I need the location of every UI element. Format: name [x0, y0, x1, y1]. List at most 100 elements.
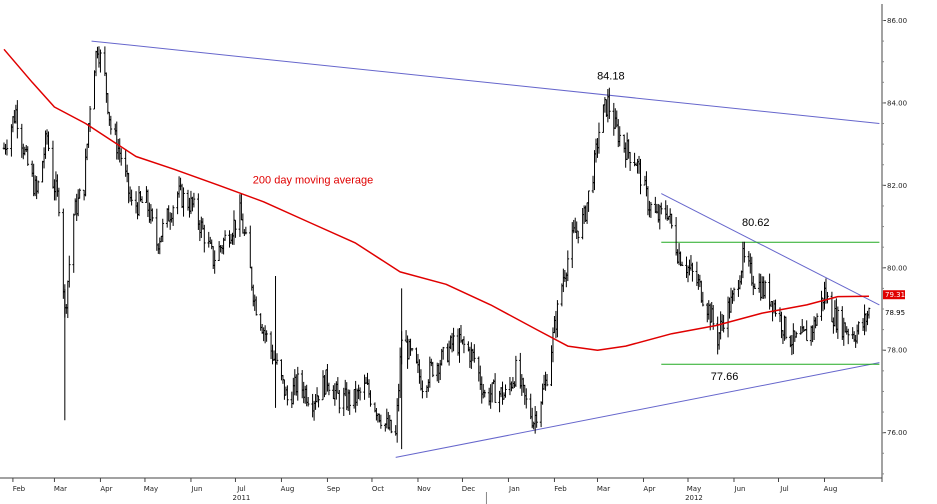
price-bar: [743, 241, 746, 263]
last-value-label: 79.31: [885, 291, 905, 299]
price-bar: [421, 380, 424, 399]
x-tick-label: Oct: [372, 485, 384, 493]
price-bar: [47, 131, 50, 152]
price-bar: [805, 320, 808, 342]
x-tick-label: Jun: [190, 485, 202, 493]
price-bar: [659, 202, 663, 215]
price-bar: [732, 287, 736, 302]
price-bar: [753, 283, 757, 290]
x-tick-label: Feb: [554, 485, 567, 493]
last-value-marker: 79.31: [883, 290, 905, 300]
price-bar: [151, 208, 154, 222]
trendline: [661, 193, 880, 306]
price-bar: [379, 414, 383, 429]
price-annotation: 84.18: [597, 71, 625, 83]
y-tick-label: 82.00: [887, 182, 907, 190]
price-bar: [763, 280, 767, 299]
price-bar: [618, 126, 622, 147]
price-bar: [576, 230, 580, 244]
price-bar: [5, 139, 9, 156]
price-bar: [794, 331, 798, 338]
trendline: [395, 362, 880, 458]
price-bar: [182, 187, 185, 217]
x-tick-label: Feb: [13, 485, 26, 493]
price-bar: [639, 158, 642, 195]
price-bar: [504, 384, 507, 398]
price-bar: [67, 255, 71, 288]
price-bar: [171, 205, 175, 226]
x-tick-label: Jan: [508, 485, 520, 493]
moving-average-label: 200 day moving average: [253, 174, 373, 186]
price-bar: [410, 347, 414, 352]
price-bar: [327, 382, 331, 396]
year-label: 2011: [233, 494, 251, 502]
price-bar: [774, 299, 777, 317]
price-bar: [109, 115, 113, 135]
price-bar: [317, 395, 320, 408]
price-bar: [119, 148, 123, 166]
price-bar: [338, 389, 341, 414]
x-tick-label: Mar: [597, 485, 610, 493]
price-bar: [306, 396, 310, 407]
price-bar: [493, 373, 497, 403]
price-bar: [161, 218, 165, 243]
price-bar: [203, 224, 206, 253]
price-annotation: 77.66: [711, 371, 739, 383]
x-tick-label: Sep: [327, 485, 341, 493]
price-bar: [462, 336, 466, 354]
price-bar: [369, 390, 372, 407]
price-bar: [265, 330, 268, 342]
price-bar: [846, 328, 850, 345]
price-bar: [192, 192, 196, 208]
price-bar: [587, 190, 590, 212]
trendlines: [91, 40, 880, 458]
trendline: [91, 40, 880, 125]
price-bar: [130, 189, 133, 206]
price-bar: [535, 411, 538, 428]
price-bar: [286, 385, 289, 406]
price-bar: [701, 291, 705, 307]
price-bar: [389, 419, 393, 434]
price-bar: [358, 387, 362, 401]
price-bar: [524, 388, 528, 409]
x-tick-label: Jul: [236, 485, 246, 493]
x-tick-label: Jul: [779, 485, 789, 493]
horizontal-levels: [661, 241, 880, 365]
price-bar: [348, 389, 352, 415]
x-tick-label: Jun: [734, 485, 746, 493]
price-bar: [431, 361, 435, 378]
price-bar: [597, 122, 601, 154]
x-tick-label: Dec: [462, 485, 476, 493]
price-bar: [545, 374, 549, 387]
price-bar: [16, 100, 19, 139]
y-tick-label: 80.00: [887, 264, 907, 272]
last-value-marker: 78.95: [885, 309, 905, 317]
price-bar: [223, 230, 227, 241]
price-bar: [566, 250, 570, 282]
x-tick-label: Apr: [100, 485, 112, 493]
price-bar: [680, 261, 684, 267]
price-bar: [670, 213, 673, 229]
price-bar: [815, 313, 819, 326]
x-tick-label: Aug: [824, 485, 838, 493]
y-tick-label: 84.00: [887, 99, 907, 107]
price-bar: [244, 226, 248, 235]
price-bar: [441, 346, 445, 360]
x-tick-label: May: [687, 485, 701, 493]
price-bar: [628, 151, 632, 171]
price-bar: [213, 250, 216, 274]
last-value-label: 78.95: [885, 309, 905, 317]
price-bar: [36, 180, 40, 194]
x-tick-label: Nov: [417, 485, 431, 493]
price-bar: [608, 87, 611, 119]
x-tick-label: May: [144, 485, 158, 493]
price-bar: [296, 366, 300, 401]
price-bar: [26, 146, 30, 166]
axes: 86.00 84.00 82.00 80.00 78.00 76.00 Feb Mar Apr M…: [12, 17, 907, 504]
price-bar: [140, 196, 144, 203]
price-bar: [452, 327, 455, 352]
annotations: 84.18 80.62 77.66 200 day moving average: [253, 71, 770, 384]
